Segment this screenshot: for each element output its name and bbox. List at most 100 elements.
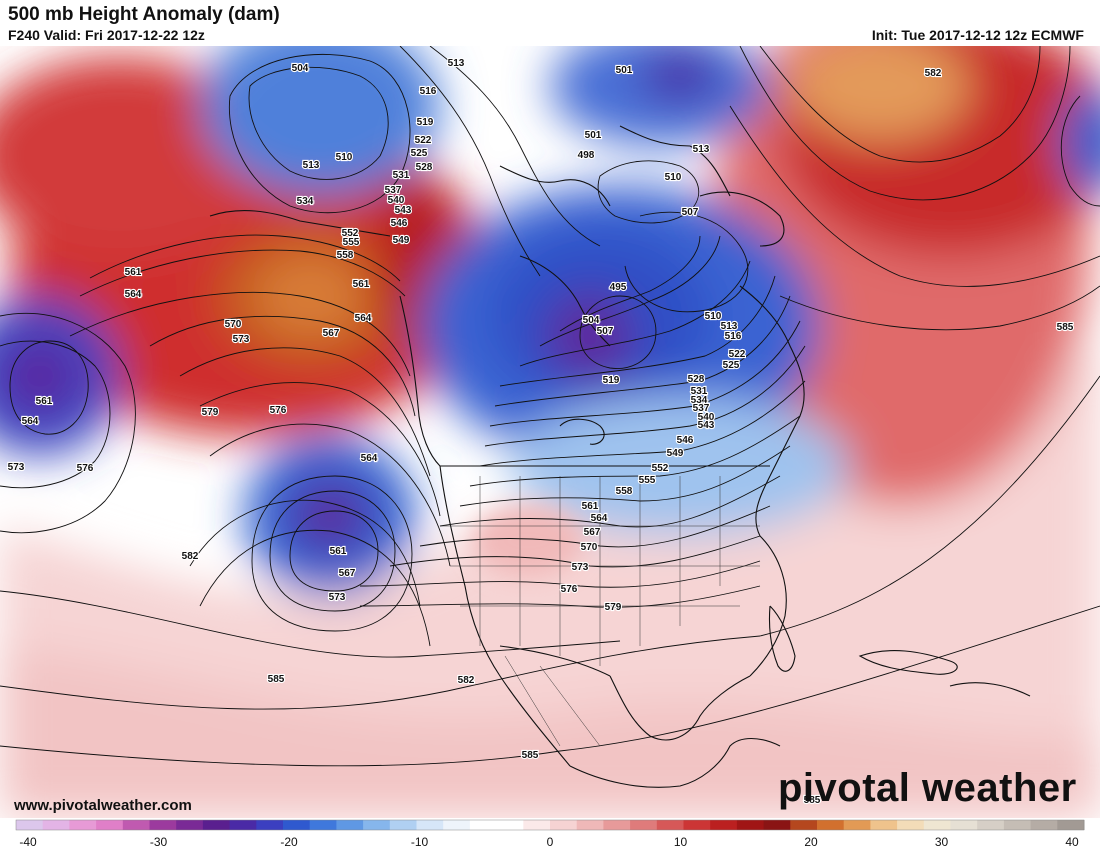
contour-label: 561 — [582, 501, 599, 512]
anomaly-map: 504 513 501 582 516 519 522 525 528 531 537 540 543 5… — [0, 46, 1100, 818]
contour-label: 555 — [343, 237, 360, 248]
contour-label: 579 — [202, 407, 219, 418]
contour-label: 567 — [339, 568, 356, 579]
contour-label: 564 — [22, 416, 39, 427]
colorbar-tick-label: -30 — [150, 835, 168, 849]
contour-label: 522 — [729, 349, 746, 360]
contour-label: 510 — [336, 152, 353, 163]
contour-label: 495 — [610, 282, 627, 293]
colorbar-swatch — [496, 820, 524, 830]
contour-label: 552 — [342, 228, 359, 239]
contour-label: 582 — [925, 68, 942, 79]
colorbar-swatch — [309, 820, 337, 830]
valid-time: F240 Valid: Fri 2017-12-22 12z — [8, 27, 205, 43]
contour-label: 549 — [393, 235, 410, 246]
contour-label: 582 — [458, 675, 475, 686]
anomaly-shading — [0, 46, 1100, 818]
contour-label: 561 — [330, 546, 347, 557]
contour-label: 534 — [691, 395, 708, 406]
colorbar-swatch — [149, 820, 177, 830]
colorbar-swatch — [656, 820, 684, 830]
contour-label: 507 — [597, 326, 614, 337]
colorbar-swatch — [897, 820, 925, 830]
contour-label: 540 — [698, 412, 715, 423]
contour-label: 564 — [125, 289, 142, 300]
state-borders — [440, 476, 760, 747]
colorbar-tick-label: -20 — [280, 835, 298, 849]
contour-label: 540 — [388, 195, 405, 206]
colorbar-swatch — [817, 820, 845, 830]
colorbar-swatch — [1003, 820, 1032, 830]
colorbar-swatch — [42, 820, 70, 830]
colorbar-tick-label: 10 — [674, 835, 688, 849]
colorbar-swatch — [283, 820, 311, 830]
contour-label: 504 — [292, 63, 309, 74]
colorbar-swatch — [389, 820, 417, 830]
colorbar-swatch — [1030, 820, 1058, 830]
contour-label: 561 — [36, 396, 53, 407]
contour-label: 582 — [182, 551, 199, 562]
contour-label: 567 — [323, 328, 340, 339]
contour-label: 537 — [693, 403, 710, 414]
contour-label: 516 — [420, 86, 437, 97]
colorbar-swatch — [122, 820, 150, 830]
contour-label: 510 — [665, 172, 682, 183]
colorbar-tick-label: 40 — [1065, 835, 1079, 849]
colorbar-swatch — [69, 820, 97, 830]
contour-label: 549 — [667, 448, 684, 459]
contour-label: 504 — [583, 315, 600, 326]
colorbar-swatch — [363, 820, 391, 830]
colorbar-tick-label: 30 — [935, 835, 949, 849]
colorbar-swatch — [763, 820, 791, 830]
colorbar-tick-label: 20 — [804, 835, 818, 849]
contour-label: 543 — [395, 205, 412, 216]
colorbar-swatch — [336, 820, 364, 830]
contour-label: 534 — [297, 196, 314, 207]
contour-label: 573 — [233, 334, 250, 345]
header: 500 mb Height Anomaly (dam) F240 Valid: … — [0, 0, 1100, 46]
colorbar-swatch — [469, 820, 498, 830]
contour-label: 519 — [603, 375, 620, 386]
contour-label: 585 — [522, 750, 539, 761]
colorbar-tick-label: -40 — [19, 835, 37, 849]
colorbar-swatch — [96, 820, 124, 830]
contour-label: 570 — [225, 319, 242, 330]
contour-label: 579 — [605, 602, 622, 613]
colorbar-swatch — [843, 820, 871, 830]
contour-label: 507 — [682, 207, 699, 218]
website-watermark: www.pivotalweather.com — [14, 797, 192, 814]
colorbar-tick-label: -10 — [411, 835, 429, 849]
colorbar-swatch — [710, 820, 738, 830]
contour-label: 498 — [578, 150, 595, 161]
contour-label: 585 — [268, 674, 285, 685]
contour-label: 564 — [355, 313, 372, 324]
contour-label: 516 — [725, 331, 742, 342]
contour-label: 513 — [303, 160, 320, 171]
contour-label: 561 — [125, 267, 142, 278]
colorbar-tick-label: 0 — [547, 835, 554, 849]
contour-label: 585 — [1057, 322, 1074, 333]
contour-label: 558 — [616, 486, 633, 497]
map-title: 500 mb Height Anomaly (dam) — [8, 4, 280, 25]
contour-label: 525 — [723, 360, 740, 371]
colorbar-swatch — [523, 820, 551, 830]
contour-label: 570 — [581, 542, 598, 553]
colorbar-swatch — [443, 820, 471, 830]
contour-label: 501 — [585, 130, 602, 141]
contour-label: 576 — [77, 463, 94, 474]
contour-label: 537 — [385, 185, 402, 196]
colorbar-swatch — [176, 820, 204, 830]
colorbar-canvas: -40 -30 -20 -10 0 10 20 30 40 — [15, 819, 1085, 849]
contour-label: 513 — [721, 321, 738, 332]
contour-label: 564 — [361, 453, 378, 464]
colorbar-swatch — [256, 820, 284, 830]
contour-label: 576 — [561, 584, 578, 595]
contour-label: 573 — [572, 562, 589, 573]
colorbar-swatch — [603, 820, 631, 830]
colorbar: -40 -30 -20 -10 0 10 20 30 40 — [0, 818, 1100, 850]
contour-label: 501 — [616, 65, 633, 76]
contour-label: 576 — [270, 405, 287, 416]
contour-label: 573 — [329, 592, 346, 603]
colorbar-swatch — [576, 820, 604, 830]
colorbar-swatch — [630, 820, 658, 830]
